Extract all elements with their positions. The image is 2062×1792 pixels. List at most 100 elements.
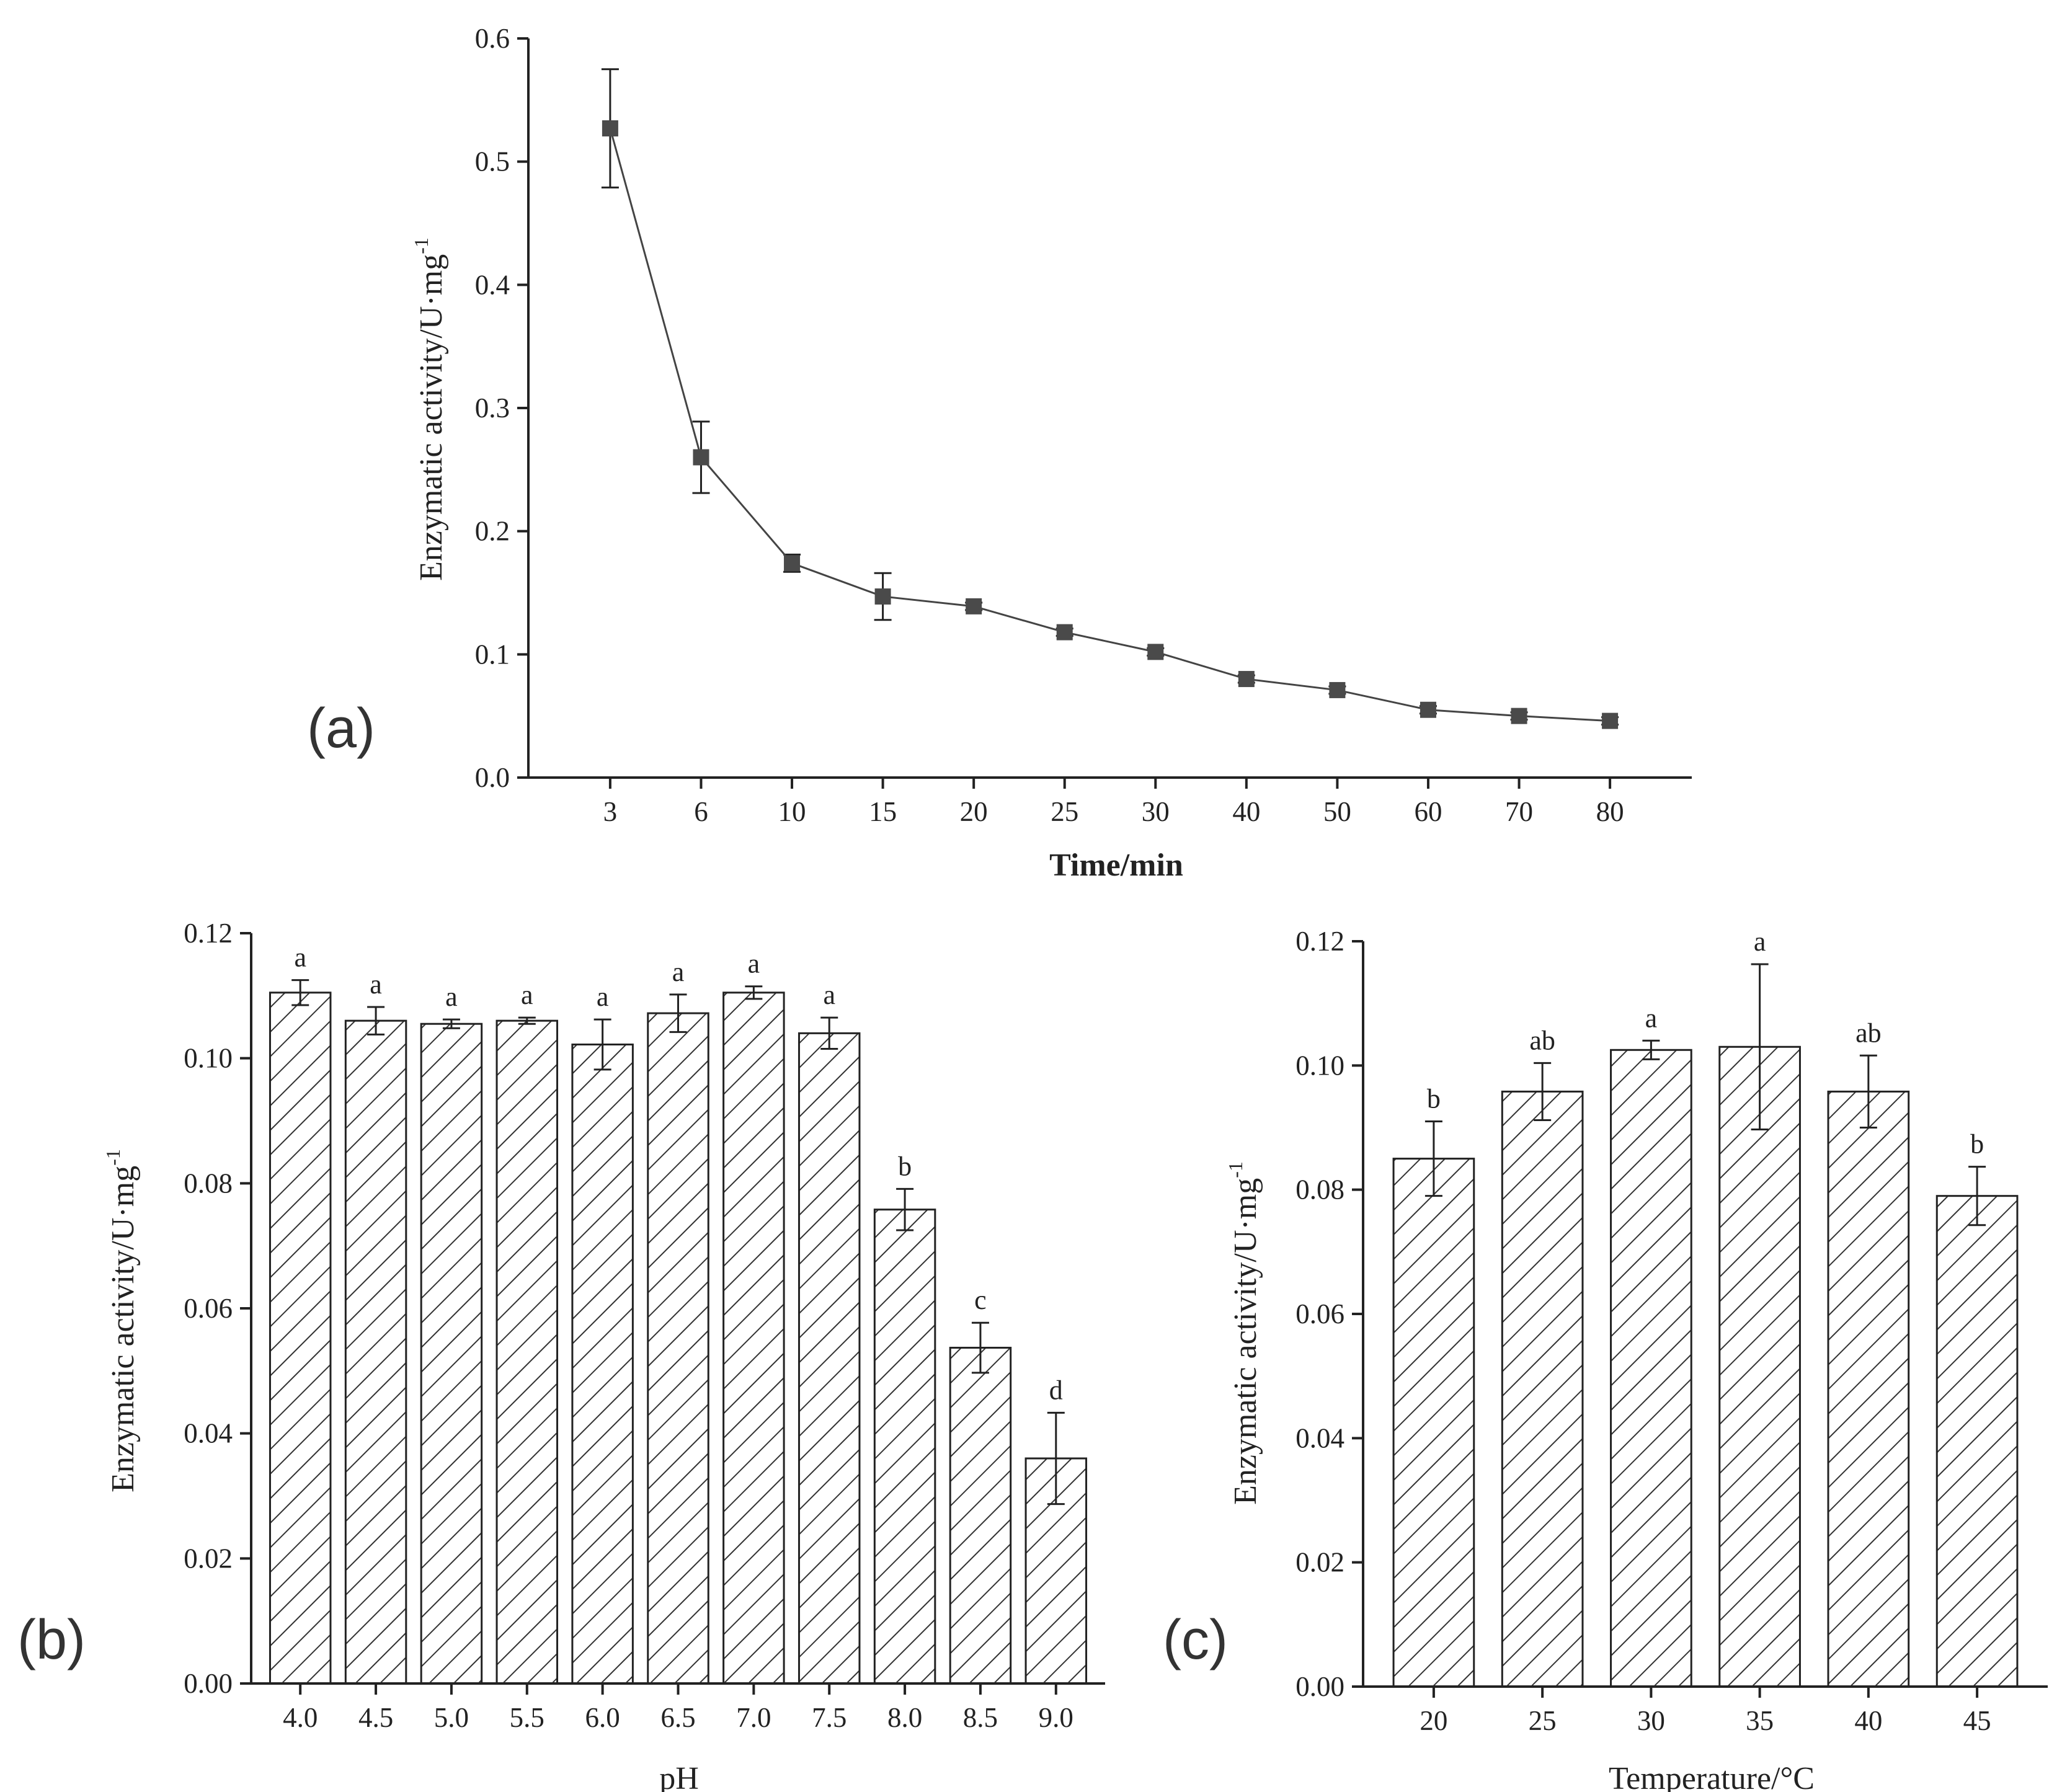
chart-b-x-tick-label: 7.0 [736, 1702, 771, 1733]
chart-a-data-point [1329, 681, 1346, 698]
chart-b-error-bars [291, 979, 1065, 1506]
chart-a-x-tick-label: 70 [1505, 796, 1533, 827]
chart-b-bar [798, 1032, 861, 1685]
chart-c-y-tick-label: 0.02 [1295, 1547, 1344, 1578]
chart-a-points [602, 120, 1619, 729]
chart-a-y-tick-label: 0.6 [475, 23, 510, 54]
chart-c-y-tick-label: 0.00 [1295, 1671, 1344, 1702]
chart-b-significance-letter: a [370, 969, 382, 1000]
chart-a-x-tick-label: 50 [1323, 796, 1351, 827]
chart-b-bar [949, 1347, 1012, 1685]
chart-b-y-tick-label: 0.10 [184, 1043, 233, 1074]
chart-b-bar [420, 1022, 483, 1685]
chart-a-y-axis-title-main: Enzymatic activity/U·mg [414, 254, 449, 581]
chart-b-bar [647, 1012, 709, 1685]
chart-b-significance-letter: a [294, 943, 306, 973]
chart-a-y-axis-title: Enzymatic activity/U·mg-1 [410, 237, 449, 581]
chart-b-y-tick-label: 0.00 [184, 1668, 233, 1699]
chart-b-y-tick-label: 0.06 [184, 1293, 233, 1324]
chart-c-y-tick-label: 0.12 [1295, 926, 1344, 957]
chart-c-y-axis-title-sup: -1 [1224, 1161, 1247, 1178]
chart-c-bars [1392, 1045, 2019, 1688]
chart-a-data-point [1056, 624, 1073, 641]
chart-b-bar [269, 991, 332, 1685]
chart-b-x-tick-label: 4.0 [283, 1702, 318, 1733]
chart-a-x-tick-label: 40 [1232, 796, 1260, 827]
chart-c-y-tick-label: 0.10 [1295, 1050, 1344, 1081]
chart-b-y-axis-title-sup: -1 [102, 1149, 124, 1166]
chart-a-error-bars [601, 68, 1619, 726]
chart-a-line-path [609, 128, 1611, 722]
chart-b-x-tick-label: 6.0 [585, 1702, 620, 1733]
chart-a-x-axis-title: Time/min [1049, 848, 1183, 883]
chart-b-bar [873, 1209, 936, 1685]
chart-b-bar [496, 1019, 559, 1685]
chart-c-y-axis-title: Enzymatic activity/U·mg-1 [1224, 1161, 1263, 1505]
chart-a-data-point [874, 588, 891, 605]
chart-b-x-tick-label: 7.5 [812, 1702, 847, 1733]
chart-b-significance-letter: c [974, 1285, 987, 1315]
chart-b-bar [571, 1043, 634, 1685]
chart-b-significance-letters: a a a a a a a a b c d [294, 943, 1062, 1406]
chart-b-x-tick-label: 4.5 [358, 1702, 393, 1733]
chart-b-significance-letter: a [823, 980, 835, 1010]
chart-c-significance-letter: a [1754, 926, 1766, 957]
chart-c-x-axis-title: Temperature/°C [1609, 1761, 1815, 1792]
chart-b-y-tick-label: 0.02 [184, 1543, 233, 1574]
chart-a-x-tick-label: 25 [1051, 796, 1078, 827]
chart-a-x-tick-label: 15 [869, 796, 897, 827]
chart-c-x-tick-label: 40 [1854, 1705, 1882, 1736]
chart-a-x-tick-label: 80 [1596, 796, 1624, 827]
chart-b-bar [344, 1019, 407, 1685]
chart-b-y-tick-label: 0.04 [184, 1418, 233, 1449]
chart-c-significance-letter: ab [1855, 1018, 1882, 1048]
chart-b-x-tick-label: 5.5 [510, 1702, 544, 1733]
chart-b-x-tick-label: 8.5 [963, 1702, 998, 1733]
chart-b-y-tick-label: 0.12 [184, 918, 233, 949]
chart-c-significance-letter: a [1645, 1003, 1658, 1033]
chart-a-series-line [609, 128, 1611, 722]
chart-b-y-axis-title-main: Enzymatic activity/U·mg [105, 1166, 141, 1493]
chart-a-x-ticks: 3 6 10 15 20 25 30 40 50 60 70 80 [603, 778, 1624, 827]
chart-c-x-tick-label: 30 [1637, 1705, 1665, 1736]
chart-c-y-axis-title-main: Enzymatic activity/U·mg [1228, 1178, 1263, 1505]
chart-b-x-tick-label: 5.0 [434, 1702, 469, 1733]
chart-c-y-ticks: 0.00 0.02 0.04 0.06 0.08 0.10 0.12 [1295, 926, 1363, 1702]
chart-b-x-axis-title: pH [659, 1761, 699, 1792]
chart-c-significance-letter: b [1427, 1083, 1441, 1114]
chart-a-x-tick-label: 30 [1142, 796, 1170, 827]
chart-a-y-ticks: 0.0 0.1 0.2 0.3 0.4 0.5 0.6 [475, 23, 528, 793]
chart-b-y-axis-title: Enzymatic activity/U·mg-1 [102, 1149, 141, 1493]
chart-c-bar [1392, 1158, 1475, 1688]
panel-c-label: (c) [1163, 1609, 1228, 1671]
chart-b-y-ticks: 0.00 0.02 0.04 0.06 0.08 0.10 0.12 [184, 918, 251, 1699]
chart-a-y-axis-title-sup: -1 [410, 237, 432, 254]
chart-b-y-tick-label: 0.08 [184, 1168, 233, 1199]
chart-c-x-tick-label: 45 [1963, 1705, 1991, 1736]
chart-a-x-tick-label: 3 [603, 796, 618, 827]
chart-a-data-point [966, 598, 982, 614]
chart-a-data-point [1511, 707, 1527, 724]
chart-b-bars [269, 991, 1088, 1685]
panel-b-label: (b) [17, 1609, 86, 1671]
chart-a-y-tick-label: 0.0 [475, 762, 510, 793]
chart-c-significance-letters: b ab a a ab b [1427, 926, 1984, 1160]
chart-b-x-ticks: 4.0 4.5 5.0 5.5 6.0 6.5 7.0 7.5 8.0 8.5 9.0 [283, 1683, 1073, 1733]
chart-b-x-tick-label: 6.5 [660, 1702, 695, 1733]
chart-a-data-point [1238, 671, 1255, 688]
chart-b-significance-letter: a [597, 982, 609, 1012]
chart-b-significance-letter: b [898, 1151, 912, 1181]
chart-a-x-tick-label: 60 [1414, 796, 1442, 827]
chart-b-significance-letter: a [445, 982, 458, 1012]
chart-b-x-tick-label: 9.0 [1039, 1702, 1073, 1733]
chart-a-data-point [693, 449, 709, 466]
chart-c-x-ticks: 20 25 30 35 40 45 [1420, 1687, 1991, 1736]
chart-a-data-point [1602, 712, 1619, 729]
chart-c-bar [1827, 1090, 1910, 1688]
chart-b-x-tick-label: 8.0 [887, 1702, 922, 1733]
chart-c-bar [1718, 1045, 1801, 1688]
chart-c-y-tick-label: 0.04 [1295, 1422, 1344, 1453]
chart-c-x-tick-label: 20 [1420, 1705, 1447, 1736]
chart-c-significance-letter: ab [1529, 1025, 1555, 1055]
